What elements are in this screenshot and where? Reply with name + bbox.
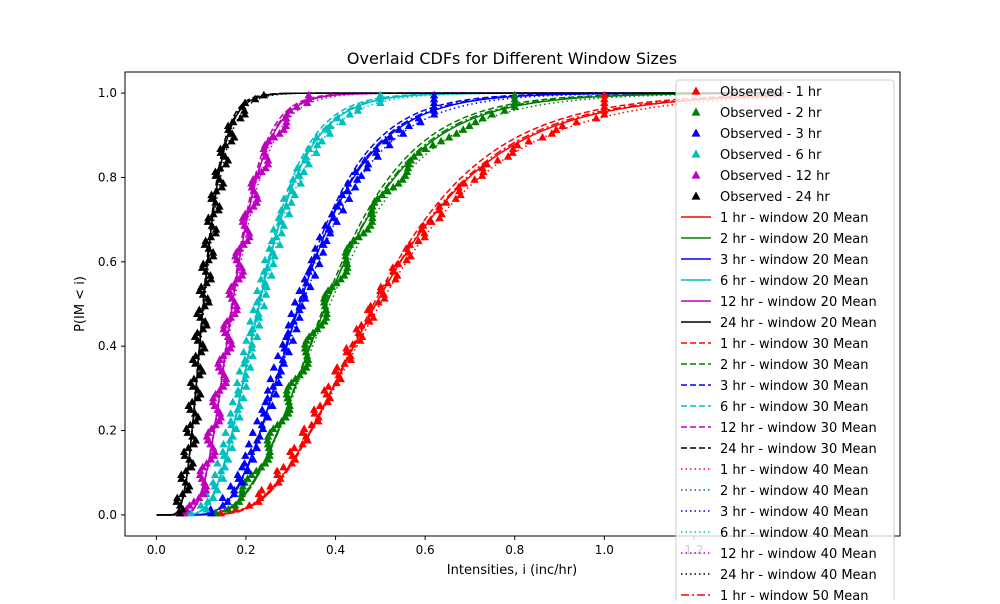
x-tick-label: 0.6: [416, 543, 435, 557]
y-tick-label: 0.8: [98, 170, 117, 184]
legend-label: 3 hr - window 30 Mean: [720, 379, 869, 394]
legend-label: 24 hr - window 40 Mean: [720, 568, 877, 583]
legend-label: Observed - 2 hr: [720, 106, 822, 121]
x-tick-label: 1.0: [595, 543, 614, 557]
legend-label: 1 hr - window 20 Mean: [720, 211, 869, 226]
y-axis-label: P(IM < i): [73, 276, 88, 332]
x-tick-label: 0.8: [505, 543, 524, 557]
chart-title: Overlaid CDFs for Different Window Sizes: [347, 49, 677, 68]
legend-label: 2 hr - window 30 Mean: [720, 358, 869, 373]
x-tick-label: 0.0: [147, 543, 166, 557]
legend-label: 6 hr - window 40 Mean: [720, 526, 869, 541]
y-tick-label: 0.2: [98, 424, 117, 438]
legend-label: 24 hr - window 30 Mean: [720, 442, 877, 457]
legend-label: Observed - 1 hr: [720, 85, 822, 100]
y-tick-label: 0.0: [98, 508, 117, 522]
x-axis-label: Intensities, i (inc/hr): [447, 563, 577, 578]
legend-label: 3 hr - window 40 Mean: [720, 505, 869, 520]
legend-label: 1 hr - window 40 Mean: [720, 463, 869, 478]
legend-label: 2 hr - window 40 Mean: [720, 484, 869, 499]
legend-label: 24 hr - window 20 Mean: [720, 316, 877, 331]
legend-label: 6 hr - window 30 Mean: [720, 400, 869, 415]
legend-label: 12 hr - window 40 Mean: [720, 547, 877, 562]
y-tick-label: 0.4: [98, 339, 117, 353]
legend-label: Observed - 12 hr: [720, 169, 830, 184]
legend-label: 3 hr - window 20 Mean: [720, 253, 869, 268]
legend-label: Observed - 6 hr: [720, 148, 822, 163]
legend-label: 6 hr - window 20 Mean: [720, 274, 869, 289]
y-tick-label: 0.6: [98, 255, 117, 269]
legend-label: 1 hr - window 50 Mean: [720, 589, 869, 600]
legend-label: 2 hr - window 20 Mean: [720, 232, 869, 247]
legend-label: Observed - 24 hr: [720, 190, 830, 205]
legend-label: Observed - 3 hr: [720, 127, 822, 142]
x-tick-label: 0.2: [236, 543, 255, 557]
x-tick-label: 0.4: [326, 543, 345, 557]
legend-label: 12 hr - window 20 Mean: [720, 295, 877, 310]
legend-label: 12 hr - window 30 Mean: [720, 421, 877, 436]
y-tick-label: 1.0: [98, 86, 117, 100]
legend-label: 1 hr - window 30 Mean: [720, 337, 869, 352]
legend: Observed - 1 hr Observed - 2 hr Observed -…: [676, 80, 894, 600]
